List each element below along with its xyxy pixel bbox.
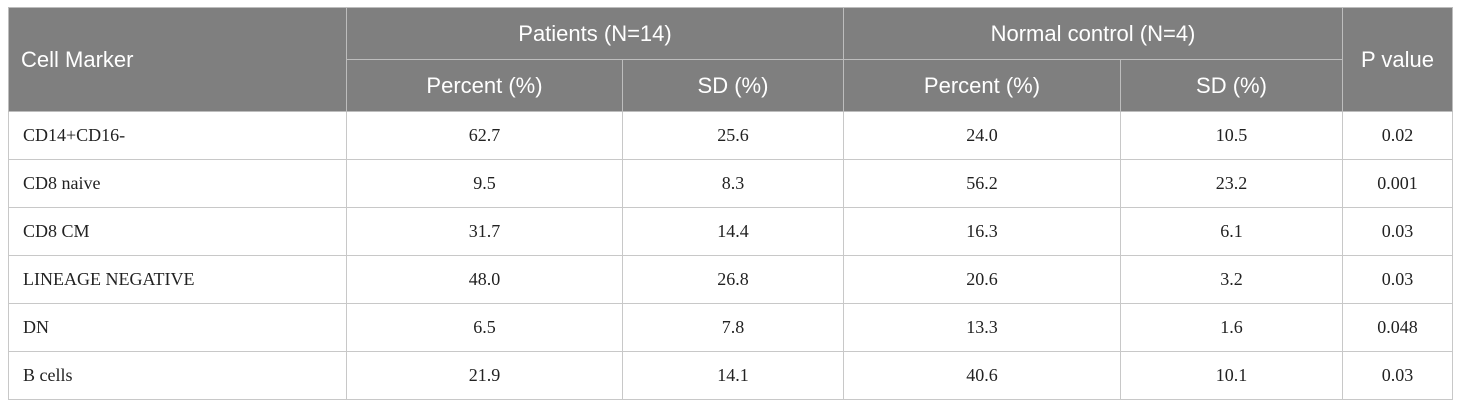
cell-normal-percent: 40.6 [843, 351, 1121, 400]
cell-normal-sd: 10.5 [1120, 111, 1343, 160]
header-row-subcolumns: Percent (%) SD (%) Percent (%) SD (%) [9, 59, 1453, 112]
cell-marker: B cells [8, 351, 347, 400]
header-row-groups: Cell Marker Patients (N=14) Normal contr… [8, 7, 1453, 112]
cell-marker: CD14+CD16- [8, 111, 347, 160]
header-p-value: P value [1342, 7, 1453, 112]
header-normal-percent: Percent (%) [843, 59, 1121, 112]
cell-p-value: 0.02 [1342, 111, 1453, 160]
cell-p-value: 0.001 [1342, 159, 1453, 208]
cell-normal-percent: 13.3 [843, 303, 1121, 352]
cell-normal-sd: 23.2 [1120, 159, 1343, 208]
cell-marker: LINEAGE NEGATIVE [8, 255, 347, 304]
cell-patients-sd: 26.8 [622, 255, 844, 304]
header-patients-percent: Percent (%) [346, 59, 623, 112]
cell-normal-percent: 56.2 [843, 159, 1121, 208]
cell-p-value: 0.03 [1342, 207, 1453, 256]
cell-patients-sd: 25.6 [622, 111, 844, 160]
table-row: CD8 naive 9.5 8.3 56.2 23.2 0.001 [8, 159, 1453, 208]
data-table: Cell Marker Patients (N=14) Normal contr… [8, 7, 1453, 400]
cell-normal-percent: 24.0 [843, 111, 1121, 160]
cell-patients-sd: 14.4 [622, 207, 844, 256]
cell-marker: DN [8, 303, 347, 352]
header-patients-sd: SD (%) [622, 59, 844, 112]
cell-patients-percent: 6.5 [346, 303, 623, 352]
cell-patients-percent: 9.5 [346, 159, 623, 208]
cell-normal-sd: 1.6 [1120, 303, 1343, 352]
cell-p-value: 0.03 [1342, 351, 1453, 400]
cell-normal-sd: 3.2 [1120, 255, 1343, 304]
table-body: CD14+CD16- 62.7 25.6 24.0 10.5 0.02 CD8 … [8, 111, 1453, 400]
header-normal-sd: SD (%) [1120, 59, 1343, 112]
header-patients: Patients (N=14) [346, 7, 844, 60]
table-row: CD14+CD16- 62.7 25.6 24.0 10.5 0.02 [8, 111, 1453, 160]
table-row: LINEAGE NEGATIVE 48.0 26.8 20.6 3.2 0.03 [8, 255, 1453, 304]
cell-patients-percent: 48.0 [346, 255, 623, 304]
cell-patients-sd: 14.1 [622, 351, 844, 400]
cell-p-value: 0.048 [1342, 303, 1453, 352]
cell-normal-percent: 20.6 [843, 255, 1121, 304]
table-row: B cells 21.9 14.1 40.6 10.1 0.03 [8, 351, 1453, 400]
cell-p-value: 0.03 [1342, 255, 1453, 304]
table-container: Cell Marker Patients (N=14) Normal contr… [8, 7, 1453, 400]
cell-normal-sd: 10.1 [1120, 351, 1343, 400]
cell-marker: CD8 naive [8, 159, 347, 208]
cell-patients-sd: 7.8 [622, 303, 844, 352]
cell-patients-percent: 21.9 [346, 351, 623, 400]
cell-normal-sd: 6.1 [1120, 207, 1343, 256]
header-cell-marker: Cell Marker [8, 7, 347, 112]
cell-marker: CD8 CM [8, 207, 347, 256]
cell-patients-percent: 62.7 [346, 111, 623, 160]
cell-patients-percent: 31.7 [346, 207, 623, 256]
cell-normal-percent: 16.3 [843, 207, 1121, 256]
header-normal-control: Normal control (N=4) [843, 7, 1343, 60]
cell-patients-sd: 8.3 [622, 159, 844, 208]
table-header: Cell Marker Patients (N=14) Normal contr… [8, 7, 1453, 112]
table-row: DN 6.5 7.8 13.3 1.6 0.048 [8, 303, 1453, 352]
table-row: CD8 CM 31.7 14.4 16.3 6.1 0.03 [8, 207, 1453, 256]
